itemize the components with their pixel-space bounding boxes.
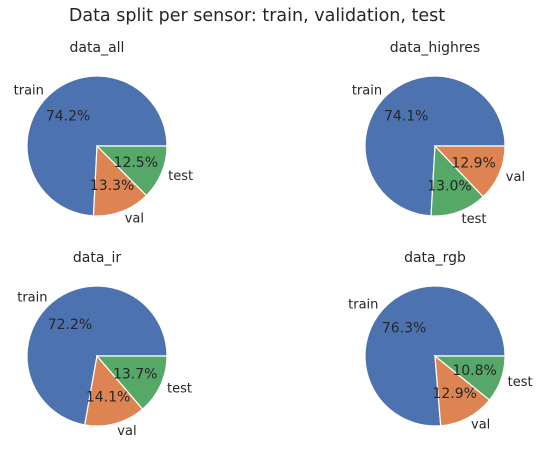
- pie-slice-test: [95, 145, 168, 197]
- pie-slice-test: [95, 355, 168, 410]
- slice-percent-test: 12.5%: [114, 155, 158, 171]
- slice-percent-train: 76.3%: [382, 321, 426, 337]
- pie-slice-test: [430, 144, 485, 217]
- pie-title: data_ir: [73, 250, 121, 266]
- pie-slice-val: [434, 354, 491, 427]
- slice-percent-val: 12.9%: [451, 156, 495, 172]
- figure-title: Data split per sensor: train, validation…: [68, 6, 446, 26]
- slice-label-train: train: [352, 84, 382, 99]
- pie-title: data_highres: [390, 40, 480, 56]
- slice-label-train: train: [17, 291, 47, 306]
- slice-percent-val: 13.3%: [90, 178, 134, 194]
- slice-label-val: val: [471, 418, 490, 433]
- slice-label-val: val: [117, 424, 136, 439]
- pie-slice-val: [84, 354, 144, 427]
- slice-label-test: test: [508, 375, 533, 390]
- slice-label-train: train: [14, 84, 44, 99]
- slice-label-train: train: [348, 297, 378, 312]
- pie-slice-val: [433, 145, 506, 198]
- pie-title: data_all: [70, 40, 125, 56]
- slice-percent-test: 13.7%: [113, 367, 157, 383]
- slice-label-test: test: [462, 212, 487, 227]
- slice-label-val: val: [506, 170, 525, 185]
- slice-percent-val: 12.9%: [432, 386, 476, 402]
- pie-slice-test: [433, 355, 506, 401]
- slice-percent-train: 72.2%: [48, 317, 92, 333]
- pie-title: data_rgb: [404, 250, 466, 266]
- slice-percent-train: 74.1%: [384, 109, 428, 125]
- slice-label-test: test: [168, 169, 193, 184]
- slice-label-test: test: [167, 382, 192, 397]
- slice-label-val: val: [125, 211, 144, 226]
- slice-percent-val: 14.1%: [86, 390, 130, 406]
- slice-percent-test: 13.0%: [427, 178, 471, 194]
- pie-slice-val: [92, 144, 148, 217]
- slice-percent-test: 10.8%: [452, 363, 496, 379]
- slice-percent-train: 74.2%: [46, 109, 90, 125]
